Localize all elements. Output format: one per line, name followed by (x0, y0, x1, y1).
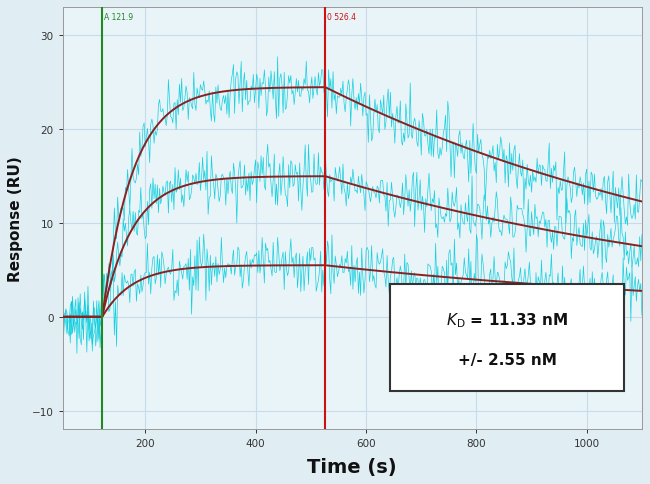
X-axis label: Time (s): Time (s) (307, 457, 397, 476)
Y-axis label: Response (RU): Response (RU) (8, 156, 23, 282)
Text: +/- 2.55 nM: +/- 2.55 nM (458, 352, 556, 367)
Text: 0 526.4: 0 526.4 (327, 13, 356, 22)
Text: A 121.9: A 121.9 (104, 13, 133, 22)
Text: $\mathit{K}_{\mathrm{D}}$ = 11.33 nM: $\mathit{K}_{\mathrm{D}}$ = 11.33 nM (446, 311, 568, 329)
FancyBboxPatch shape (390, 284, 624, 392)
